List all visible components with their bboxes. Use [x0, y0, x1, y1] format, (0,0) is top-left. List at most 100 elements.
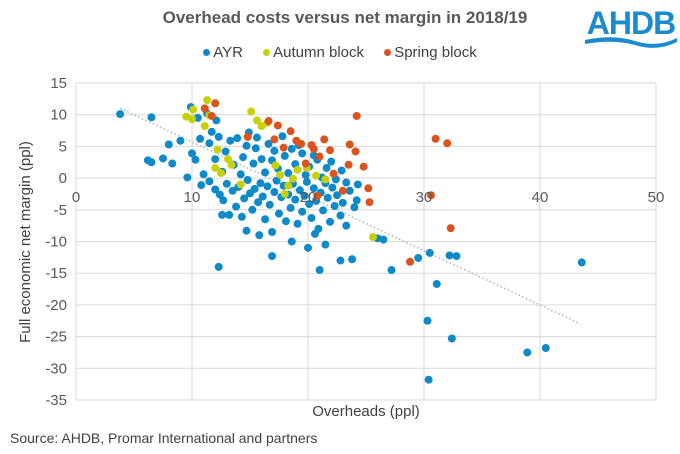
data-point: [445, 251, 454, 260]
data-point: [211, 185, 220, 194]
data-point: [291, 195, 300, 204]
data-point: [207, 111, 216, 120]
data-point: [218, 210, 227, 219]
data-point: [350, 203, 359, 212]
data-point: [217, 169, 225, 178]
data-point: [298, 149, 307, 158]
data-point: [327, 157, 336, 166]
data-point: [284, 181, 293, 190]
data-point: [523, 348, 532, 357]
data-point: [203, 96, 212, 105]
data-point: [284, 169, 293, 178]
data-point: [326, 146, 335, 155]
data-point: [211, 163, 220, 172]
data-point: [309, 144, 318, 153]
data-points: [116, 96, 586, 384]
data-point: [426, 191, 435, 200]
data-point: [323, 193, 332, 202]
data-point: [287, 237, 296, 246]
data-point: [287, 144, 296, 153]
data-point: [379, 235, 388, 244]
series-spring-block: [200, 99, 455, 266]
data-point: [364, 184, 373, 193]
data-point: [293, 165, 302, 174]
data-point: [164, 140, 173, 149]
data-point: [353, 180, 362, 189]
data-point: [432, 279, 441, 288]
y-tick-label: -30: [45, 360, 67, 377]
y-tick-label: -20: [45, 297, 67, 314]
legend-item-autumn-block: Autumn block: [263, 44, 364, 61]
data-point: [298, 207, 307, 216]
data-point: [288, 174, 297, 183]
data-point: [199, 170, 208, 179]
y-tick-labels: 15 10 5 0 -5 -10 -15 -20 -25 -30 -35: [45, 75, 67, 409]
data-point: [264, 117, 273, 126]
x-tick-label: 20: [300, 189, 317, 206]
data-point: [264, 139, 273, 148]
data-point: [247, 107, 256, 116]
data-point: [191, 155, 200, 164]
data-point: [261, 168, 270, 177]
data-point: [326, 217, 335, 226]
data-point: [222, 179, 231, 188]
legend-marker-spring: [384, 48, 392, 56]
data-point: [352, 196, 361, 205]
data-point: [315, 266, 324, 275]
data-point: [304, 243, 312, 252]
data-point: [295, 186, 304, 195]
data-point: [329, 169, 338, 178]
data-point: [258, 192, 267, 201]
data-point: [176, 136, 185, 145]
data-point: [205, 177, 214, 186]
data-point: [280, 151, 289, 160]
data-point: [228, 186, 237, 195]
data-point: [313, 191, 322, 200]
x-axis-label: Overheads (ppl): [312, 403, 420, 420]
x-tick-label: 0: [72, 189, 80, 206]
legend-item-spring-block: Spring block: [384, 44, 477, 61]
data-point: [305, 200, 314, 209]
data-point: [251, 144, 260, 153]
data-point: [286, 203, 295, 212]
data-point: [147, 158, 156, 167]
legend-label: Autumn block: [273, 44, 365, 61]
y-tick-label: 0: [59, 170, 67, 187]
data-point: [424, 375, 433, 384]
data-point: [211, 155, 220, 164]
data-point: [359, 162, 368, 171]
data-point: [352, 111, 361, 120]
y-tick-label: -15: [45, 265, 67, 282]
data-point: [276, 170, 285, 179]
data-point: [257, 155, 266, 164]
data-point: [281, 217, 290, 226]
data-point: [265, 200, 274, 209]
y-tick-label: -25: [45, 329, 67, 346]
data-point: [345, 140, 354, 149]
data-point: [309, 184, 318, 193]
y-tick-label: 10: [50, 107, 67, 124]
data-point: [338, 198, 347, 207]
data-point: [233, 134, 242, 143]
data-point: [301, 170, 310, 179]
y-tick-label: -35: [45, 392, 67, 409]
data-point: [270, 188, 279, 197]
data-point: [293, 219, 302, 228]
data-point: [225, 210, 234, 219]
data-point: [320, 135, 329, 144]
data-point: [189, 105, 198, 114]
x-tick-label: 10: [184, 189, 201, 206]
legend-marker-ayr: [203, 48, 211, 56]
data-point: [425, 248, 434, 257]
data-point: [226, 136, 235, 145]
y-tick-label: 5: [59, 138, 67, 155]
data-point: [270, 146, 279, 155]
data-point: [328, 183, 337, 192]
source-note: Source: AHDB, Promar International and p…: [10, 430, 318, 446]
data-point: [248, 205, 257, 214]
data-point: [261, 215, 270, 224]
data-point: [227, 160, 236, 169]
data-point: [205, 139, 214, 148]
data-point: [268, 252, 277, 261]
data-point: [188, 115, 196, 124]
